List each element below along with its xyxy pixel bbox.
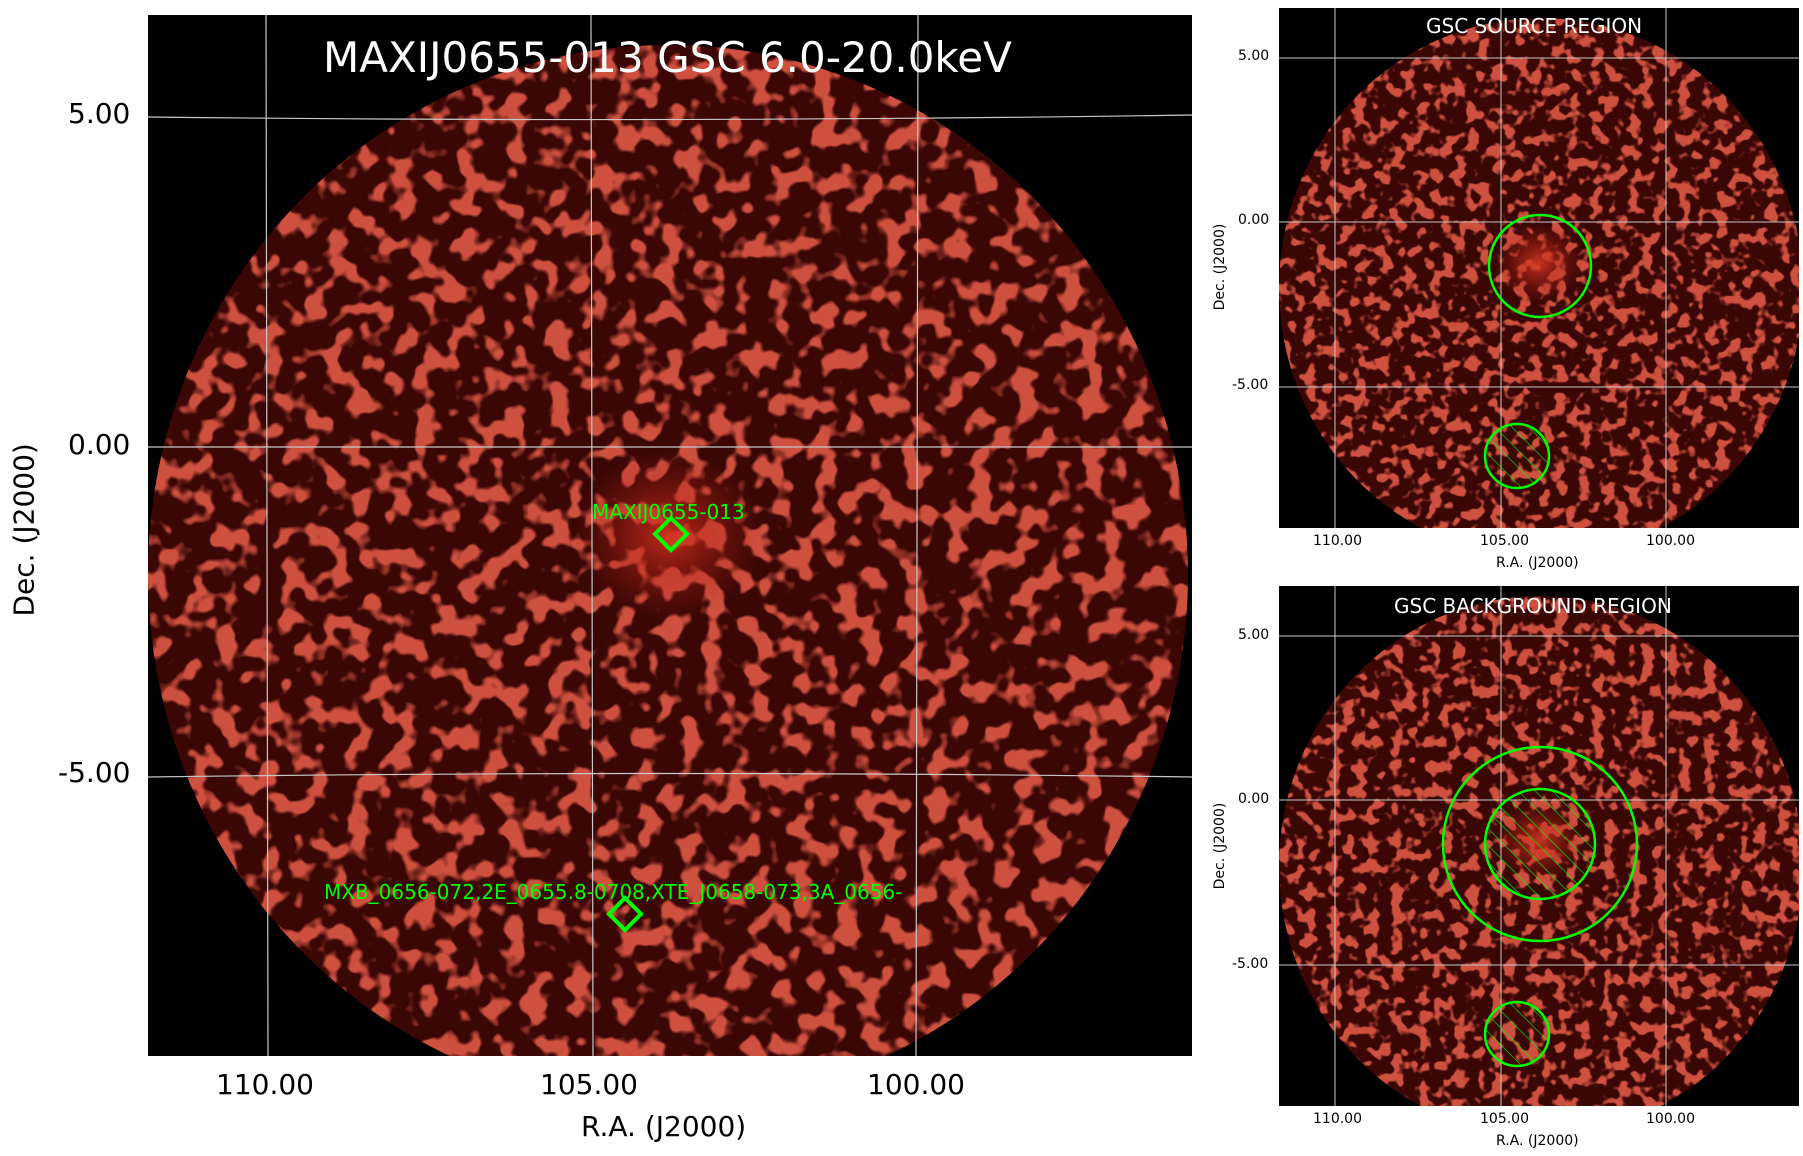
source-circle (1487, 213, 1593, 319)
source-region-title: GSC SOURCE REGION (1426, 14, 1643, 38)
source-marker-maxi (652, 515, 690, 553)
source-region-map (1279, 8, 1799, 528)
main-xtick-100: 100.00 (867, 1068, 965, 1101)
bkg-xtick-100: 100.00 (1646, 1111, 1695, 1127)
src-ylabel: Dec. (J2000) (1212, 223, 1228, 311)
bkg-xlabel: R.A. (J2000) (1496, 1133, 1579, 1149)
bkg-xtick-105: 105.00 (1480, 1111, 1529, 1127)
src-xtick-100: 100.00 (1646, 533, 1695, 549)
main-xlabel: R.A. (J2000) (581, 1110, 747, 1143)
main-image-panel: MAXIJ0655-013 GSC 6.0-20.0keV MAXIJ0655-… (148, 15, 1192, 1056)
background-region-panel: GSC BACKGROUND REGION (1279, 586, 1799, 1106)
source-label-mxb: MXB_0656-072,2E_0655.8-0708,XTE_J0658-07… (324, 880, 903, 904)
background-exclusion-circle (1483, 1000, 1551, 1068)
src-xlabel: R.A. (J2000) (1496, 555, 1579, 571)
src-xtick-110: 110.00 (1313, 533, 1362, 549)
bkg-ytick-0: 0.00 (1238, 791, 1270, 807)
background-annulus-outer (1441, 745, 1639, 943)
main-title: MAXIJ0655-013 GSC 6.0-20.0keV (323, 33, 1012, 82)
src-xtick-105: 105.00 (1480, 533, 1529, 549)
bkg-ytick-neg5: -5.00 (1232, 956, 1269, 972)
main-ytick-0: 0.00 (68, 428, 131, 461)
bkg-ytick-5: 5.00 (1238, 627, 1270, 643)
main-sky-map (148, 15, 1192, 1056)
source-region-panel: GSC SOURCE REGION (1279, 8, 1799, 528)
main-xtick-105: 105.00 (540, 1068, 638, 1101)
src-ytick-neg5: -5.00 (1232, 377, 1269, 393)
source-marker-mxb (606, 895, 644, 933)
background-region-title: GSC BACKGROUND REGION (1394, 594, 1672, 618)
main-ytick-neg5: -5.00 (58, 756, 131, 789)
exclusion-circle (1483, 422, 1551, 490)
src-ytick-5: 5.00 (1238, 48, 1270, 64)
bkg-ylabel: Dec. (J2000) (1212, 802, 1228, 890)
source-label-maxi: MAXIJ0655-013 (592, 500, 745, 524)
bkg-xtick-110: 110.00 (1313, 1111, 1362, 1127)
src-ytick-0: 0.00 (1238, 212, 1270, 228)
main-ylabel: Dec. (J2000) (7, 443, 41, 617)
main-ytick-5: 5.00 (68, 97, 131, 130)
background-region-map (1279, 586, 1799, 1106)
background-annulus-inner (1483, 787, 1597, 901)
main-xtick-110: 110.00 (216, 1068, 314, 1101)
